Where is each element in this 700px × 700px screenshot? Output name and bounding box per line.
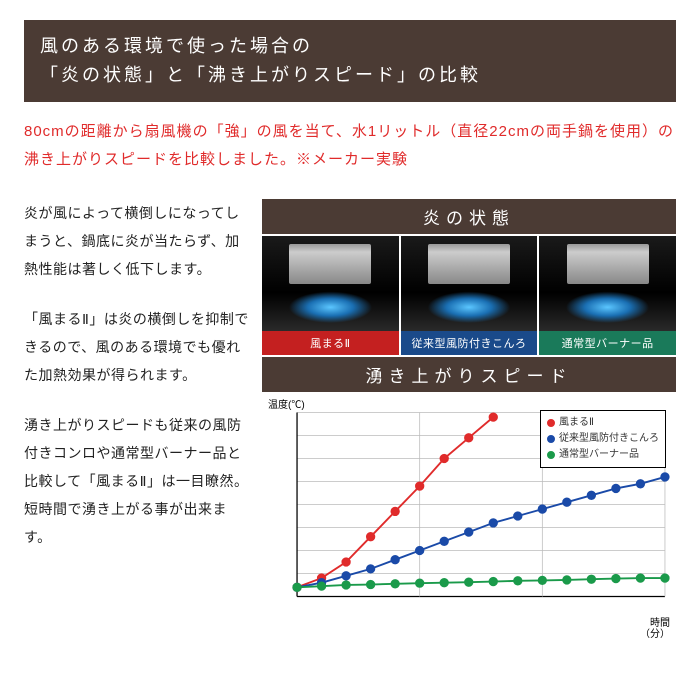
flame-label-3: 通常型バーナー品 — [539, 331, 676, 355]
header-line2: 「炎の状態」と「沸き上がりスピード」の比較 — [40, 61, 660, 90]
main-content: 炎が風によって横倒しになってしまうと、鍋底に炎が当たらず、加熱性能は著しく低下し… — [24, 199, 676, 642]
flame-photo-3 — [539, 236, 676, 331]
flame-cell-1: 風まるⅡ — [262, 236, 399, 355]
right-visual-column: 炎の状態 風まるⅡ 従来型風防付きこんろ 通常型バーナー品 湧き上がりスピード … — [262, 199, 676, 642]
legend-label-2: 従来型風防付きこんろ — [559, 431, 659, 447]
flame-cell-3: 通常型バーナー品 — [539, 236, 676, 355]
chart-section-title: 湧き上がりスピード — [262, 357, 676, 392]
header-banner: 風のある環境で使った場合の 「炎の状態」と「沸き上がりスピード」の比較 — [24, 20, 676, 102]
flame-image-row: 風まるⅡ 従来型風防付きこんろ 通常型バーナー品 — [262, 236, 676, 355]
flame-section-title: 炎の状態 — [262, 199, 676, 234]
test-description: 80cmの距離から扇風機の「強」の風を当て、水1リットル（直径22cmの両手鍋を… — [24, 118, 676, 175]
flame-label-2: 従来型風防付きこんろ — [401, 331, 538, 355]
paragraph-3: 湧き上がりスピードも従来の風防付きコンロや通常型バーナー品と比較して「風まるⅡ」… — [24, 411, 252, 551]
header-line1: 風のある環境で使った場合の — [40, 32, 660, 61]
left-text-column: 炎が風によって横倒しになってしまうと、鍋底に炎が当たらず、加熱性能は著しく低下し… — [24, 199, 252, 642]
legend-label-1: 風まるⅡ — [559, 415, 594, 431]
flame-photo-1 — [262, 236, 399, 331]
chart-legend: 風まるⅡ 従来型風防付きこんろ 通常型バーナー品 — [540, 410, 666, 468]
flame-label-1: 風まるⅡ — [262, 331, 399, 355]
chart-x-axis-label: 時間 （分） — [640, 618, 670, 640]
legend-row-3: 通常型バーナー品 — [547, 447, 659, 463]
legend-label-3: 通常型バーナー品 — [559, 447, 639, 463]
legend-dot-1 — [547, 419, 555, 427]
boiling-speed-chart: 温度(℃) 時間 （分） 2030405060708090100051015 風… — [262, 392, 676, 642]
legend-dot-3 — [547, 451, 555, 459]
legend-row-2: 従来型風防付きこんろ — [547, 431, 659, 447]
legend-dot-2 — [547, 435, 555, 443]
flame-photo-2 — [401, 236, 538, 331]
paragraph-2: 「風まるⅡ」は炎の横倒しを抑制できるので、風のある環境でも優れた加熱効果が得られ… — [24, 305, 252, 389]
paragraph-1: 炎が風によって横倒しになってしまうと、鍋底に炎が当たらず、加熱性能は著しく低下し… — [24, 199, 252, 283]
chart-y-axis-label: 温度(℃) — [268, 396, 305, 411]
legend-row-1: 風まるⅡ — [547, 415, 659, 431]
flame-cell-2: 従来型風防付きこんろ — [401, 236, 538, 355]
